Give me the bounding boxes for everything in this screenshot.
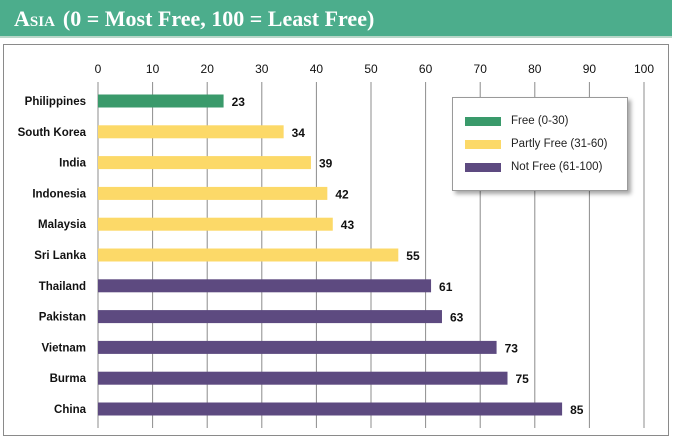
- value-label-sri-lanka: 55: [406, 249, 420, 263]
- category-label-pakistan: Pakistan: [39, 312, 86, 324]
- legend-item-not-free: Not Free (61-100): [465, 161, 602, 177]
- bar-china: [98, 402, 563, 416]
- category-label-burma: Burma: [50, 373, 87, 385]
- value-label-india: 39: [319, 157, 333, 171]
- title-banner: Asia (0 = Most Free, 100 = Least Free): [0, 0, 672, 38]
- legend-label-partly-free: Partly Free (31-60): [511, 138, 608, 150]
- category-label-indonesia: Indonesia: [32, 188, 86, 200]
- legend-swatch-partly-free: [465, 139, 501, 149]
- x-tick-label-80: 80: [528, 62, 542, 76]
- category-label-vietnam: Vietnam: [41, 342, 86, 354]
- bar-indonesia: [98, 186, 328, 200]
- category-label-sri-lanka: Sri Lanka: [34, 250, 86, 262]
- x-tick-label-30: 30: [255, 62, 269, 76]
- bar-india: [98, 156, 311, 170]
- category-label-malaysia: Malaysia: [38, 219, 87, 231]
- value-label-south-korea: 34: [292, 126, 306, 140]
- legend-label-free: Free (0-30): [511, 115, 569, 127]
- scale-note: (0 = Most Free, 100 = Least Free): [62, 6, 375, 31]
- legend-swatch-free: [465, 116, 501, 126]
- x-tick-label-90: 90: [583, 62, 597, 76]
- bar-south-korea: [98, 125, 284, 139]
- value-label-philippines: 23: [232, 95, 246, 109]
- category-label-india: India: [59, 158, 86, 170]
- chart-title: Asia (0 = Most Free, 100 = Least Free): [14, 6, 374, 32]
- category-label-china: China: [54, 404, 87, 416]
- value-label-burma: 75: [516, 372, 530, 386]
- value-label-malaysia: 43: [341, 218, 355, 232]
- legend-item-free: Free (0-30): [465, 115, 569, 131]
- x-tick-label-40: 40: [310, 62, 324, 76]
- value-label-indonesia: 42: [335, 187, 349, 201]
- value-label-pakistan: 63: [450, 311, 464, 325]
- x-tick-label-0: 0: [95, 62, 102, 76]
- bar-vietnam: [98, 340, 497, 354]
- value-label-vietnam: 73: [505, 341, 519, 355]
- bar-thailand: [98, 279, 432, 293]
- bar-malaysia: [98, 217, 333, 231]
- category-label-thailand: Thailand: [39, 281, 86, 293]
- value-label-thailand: 61: [439, 280, 453, 294]
- category-label-south-korea: South Korea: [18, 127, 87, 139]
- legend-item-partly-free: Partly Free (31-60): [465, 138, 608, 154]
- x-tick-label-70: 70: [474, 62, 488, 76]
- legend: Free (0-30) Partly Free (31-60) Not Free…: [452, 97, 628, 191]
- region-name: Asia: [14, 6, 55, 31]
- value-label-china: 85: [570, 403, 584, 417]
- bar-sri-lanka: [98, 248, 399, 262]
- bar-pakistan: [98, 310, 442, 324]
- x-tick-label-50: 50: [364, 62, 378, 76]
- x-tick-label-10: 10: [146, 62, 160, 76]
- x-tick-label-20: 20: [201, 62, 215, 76]
- x-tick-label-60: 60: [419, 62, 433, 76]
- bar-burma: [98, 371, 508, 385]
- bar-philippines: [98, 94, 224, 108]
- x-tick-label-100: 100: [634, 62, 654, 76]
- legend-label-not-free: Not Free (61-100): [511, 161, 603, 173]
- legend-swatch-not-free: [465, 162, 501, 172]
- category-label-philippines: Philippines: [25, 96, 86, 108]
